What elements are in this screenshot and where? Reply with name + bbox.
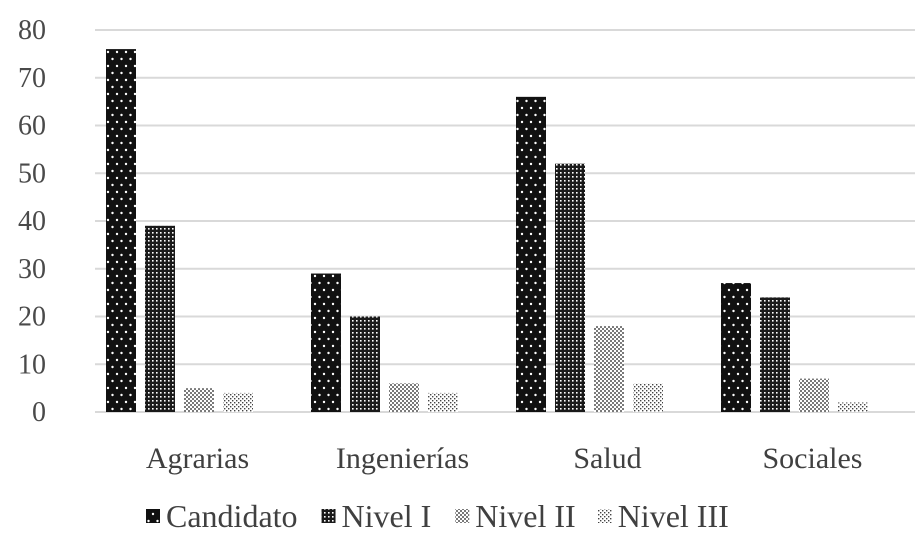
bar-candidato-sociales [721,283,751,412]
gridlines [95,29,915,413]
x-category-label: Salud [573,442,641,475]
bar-candidato-salud [516,96,546,412]
bar-nivel-i-sociales [760,297,790,412]
bar-nivel-iii-agrarias [223,392,253,412]
bar-nivel-ii-agrarias [184,388,214,412]
legend-label: Nivel III [618,498,729,534]
y-tick-label: 20 [18,302,46,333]
x-category-label: Sociales [763,442,863,475]
legend-swatch [321,509,336,523]
legend-swatch [146,509,160,523]
legend-label: Candidato [166,498,298,534]
bar-nivel-ii-sociales [799,378,829,412]
y-tick-label: 40 [18,206,46,237]
bar-nivel-iii-ingenierías [428,392,458,412]
legend-swatch [455,509,470,523]
bar-candidato-agrarias [106,49,136,412]
y-tick-label: 10 [18,349,46,380]
bar-nivel-iii-salud [633,383,663,412]
legend-label: Nivel II [475,498,575,534]
bar-nivel-ii-salud [594,326,624,412]
x-category-label: Ingenierías [336,442,469,475]
y-tick-label: 30 [18,254,46,285]
bar-nivel-iii-sociales [838,402,868,412]
bar-nivel-i-agrarias [145,225,175,412]
y-axis: 0 10 20 30 40 50 60 70 80 [18,15,46,428]
x-category-label: Agrarias [146,442,249,475]
legend: Candidato Nivel I Nivel II Nivel III [146,498,729,534]
legend-swatch [597,509,612,523]
y-tick-label: 80 [18,15,46,46]
bar-candidato-ingenierías [311,273,341,412]
y-tick-label: 60 [18,111,46,142]
bar-nivel-i-salud [555,163,585,412]
y-tick-label: 70 [18,63,46,94]
bar-nivel-ii-ingenierías [389,383,419,412]
x-axis: Agrarias Ingenierías Salud Sociales [146,442,863,475]
bars [106,49,868,412]
y-tick-label: 50 [18,158,46,189]
y-tick-label: 0 [32,397,46,428]
bar-nivel-i-ingenierías [350,316,380,412]
legend-label: Nivel I [342,498,432,534]
